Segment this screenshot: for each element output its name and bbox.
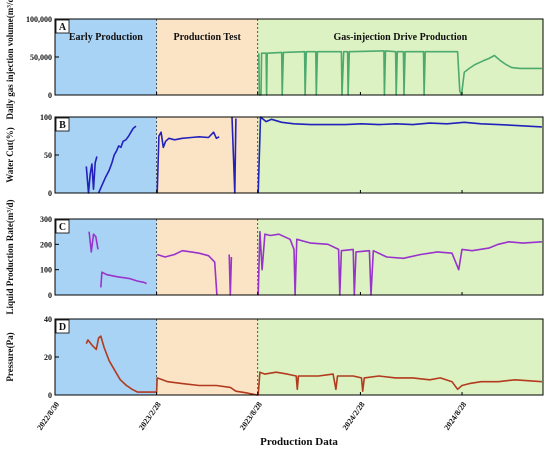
panel-letter: B: [59, 120, 66, 131]
panel-letter: D: [59, 322, 66, 333]
x-tick-label: 2024/8/28: [442, 400, 468, 432]
panel-a: 0 50,000 100,000 A Daily gas injection volum…: [5, 0, 544, 119]
y-axis-label: Daily gas injection volume(m³/d): [5, 0, 15, 119]
panel-letter-box: [55, 219, 70, 234]
series-line-d: [85, 335, 542, 396]
phase-band-1: [55, 319, 157, 395]
panel-b: 0 50 100 B Water Cut(%): [5, 113, 544, 198]
phase-band-3: [257, 319, 543, 395]
panel-letter: A: [59, 22, 67, 33]
y-axis-label: Pressure(Pa): [5, 332, 15, 381]
x-tick-label: 2023/2/28: [137, 400, 163, 432]
x-tick-label: 2022/8/30: [35, 400, 61, 432]
panel-letter-box: [55, 117, 70, 132]
y-axis-label: Water Cut(%): [5, 127, 15, 183]
phase-band-1: [55, 19, 157, 95]
y-tick-label: 0: [48, 391, 52, 400]
y-tick-label: 100,000: [26, 15, 52, 24]
y-tick-label: 40: [44, 315, 52, 324]
y-tick-label: 300: [40, 215, 52, 224]
y-tick-label: 100: [40, 113, 52, 122]
x-tick-label: 2023/8/28: [238, 400, 264, 432]
panel-d: 0 20 40 D Pressure(Pa): [5, 315, 544, 400]
panel-letter-box: [55, 319, 70, 334]
series-line-c: [88, 230, 542, 296]
phase-band-3: [257, 219, 543, 295]
phase-band-2: [156, 219, 258, 295]
phase-title-2: Production Test: [173, 32, 241, 43]
phase-band-3: [257, 117, 543, 193]
y-tick-label: 100: [40, 266, 52, 275]
y-tick-label: 200: [40, 240, 52, 249]
plot-frame: [54, 218, 544, 296]
y-tick-label: 50,000: [30, 53, 52, 62]
phase-title-3: Gas-injection Drive Production: [333, 32, 467, 43]
series-line-a: [258, 50, 542, 96]
y-tick-label: 0: [48, 291, 52, 300]
x-tick-label: 2024/2/28: [341, 400, 367, 432]
panel-letter-box: [55, 19, 70, 34]
phase-band-1: [55, 117, 157, 193]
phase-band-2: [156, 19, 258, 95]
series-line-b: [85, 116, 542, 194]
y-axis-label: Liquid Production Rate(m³/d): [5, 199, 15, 314]
y-tick-label: 0: [48, 91, 52, 100]
y-tick-label: 20: [44, 353, 52, 362]
y-tick-label: 0: [48, 189, 52, 198]
phase-band-2: [156, 319, 258, 395]
phase-band-1: [55, 219, 157, 295]
phase-title-1: Early Production: [69, 32, 143, 43]
phase-band-2: [156, 117, 258, 193]
phase-band-3: [257, 19, 543, 95]
y-tick-label: 50: [44, 151, 52, 160]
panel-c: 0 100 200 300 C Liquid Production Rate(m³/d): [5, 199, 544, 315]
panel-letter: C: [59, 222, 66, 233]
x-axis-title: Production Data: [260, 436, 338, 448]
